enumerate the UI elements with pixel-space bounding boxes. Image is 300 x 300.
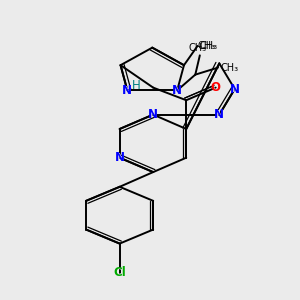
Text: N: N <box>172 84 182 97</box>
Text: N: N <box>148 108 158 121</box>
Text: O: O <box>212 83 220 92</box>
Text: N: N <box>122 84 132 97</box>
Text: Cl: Cl <box>113 266 126 279</box>
Text: N: N <box>173 86 181 95</box>
Text: CH₃: CH₃ <box>200 41 218 51</box>
Text: H: H <box>132 80 140 92</box>
Text: CH₃: CH₃ <box>188 43 207 52</box>
Text: CH₃: CH₃ <box>220 63 238 73</box>
Text: N: N <box>116 153 124 162</box>
Text: N: N <box>149 110 157 119</box>
Text: Cl: Cl <box>115 268 124 277</box>
Text: N: N <box>231 85 238 94</box>
Text: N: N <box>230 82 240 95</box>
Text: O: O <box>211 81 221 94</box>
Text: CH₃: CH₃ <box>198 41 216 51</box>
Text: N: N <box>214 108 224 121</box>
Text: N: N <box>215 110 223 119</box>
Text: N: N <box>115 151 124 164</box>
Text: N: N <box>124 86 131 95</box>
